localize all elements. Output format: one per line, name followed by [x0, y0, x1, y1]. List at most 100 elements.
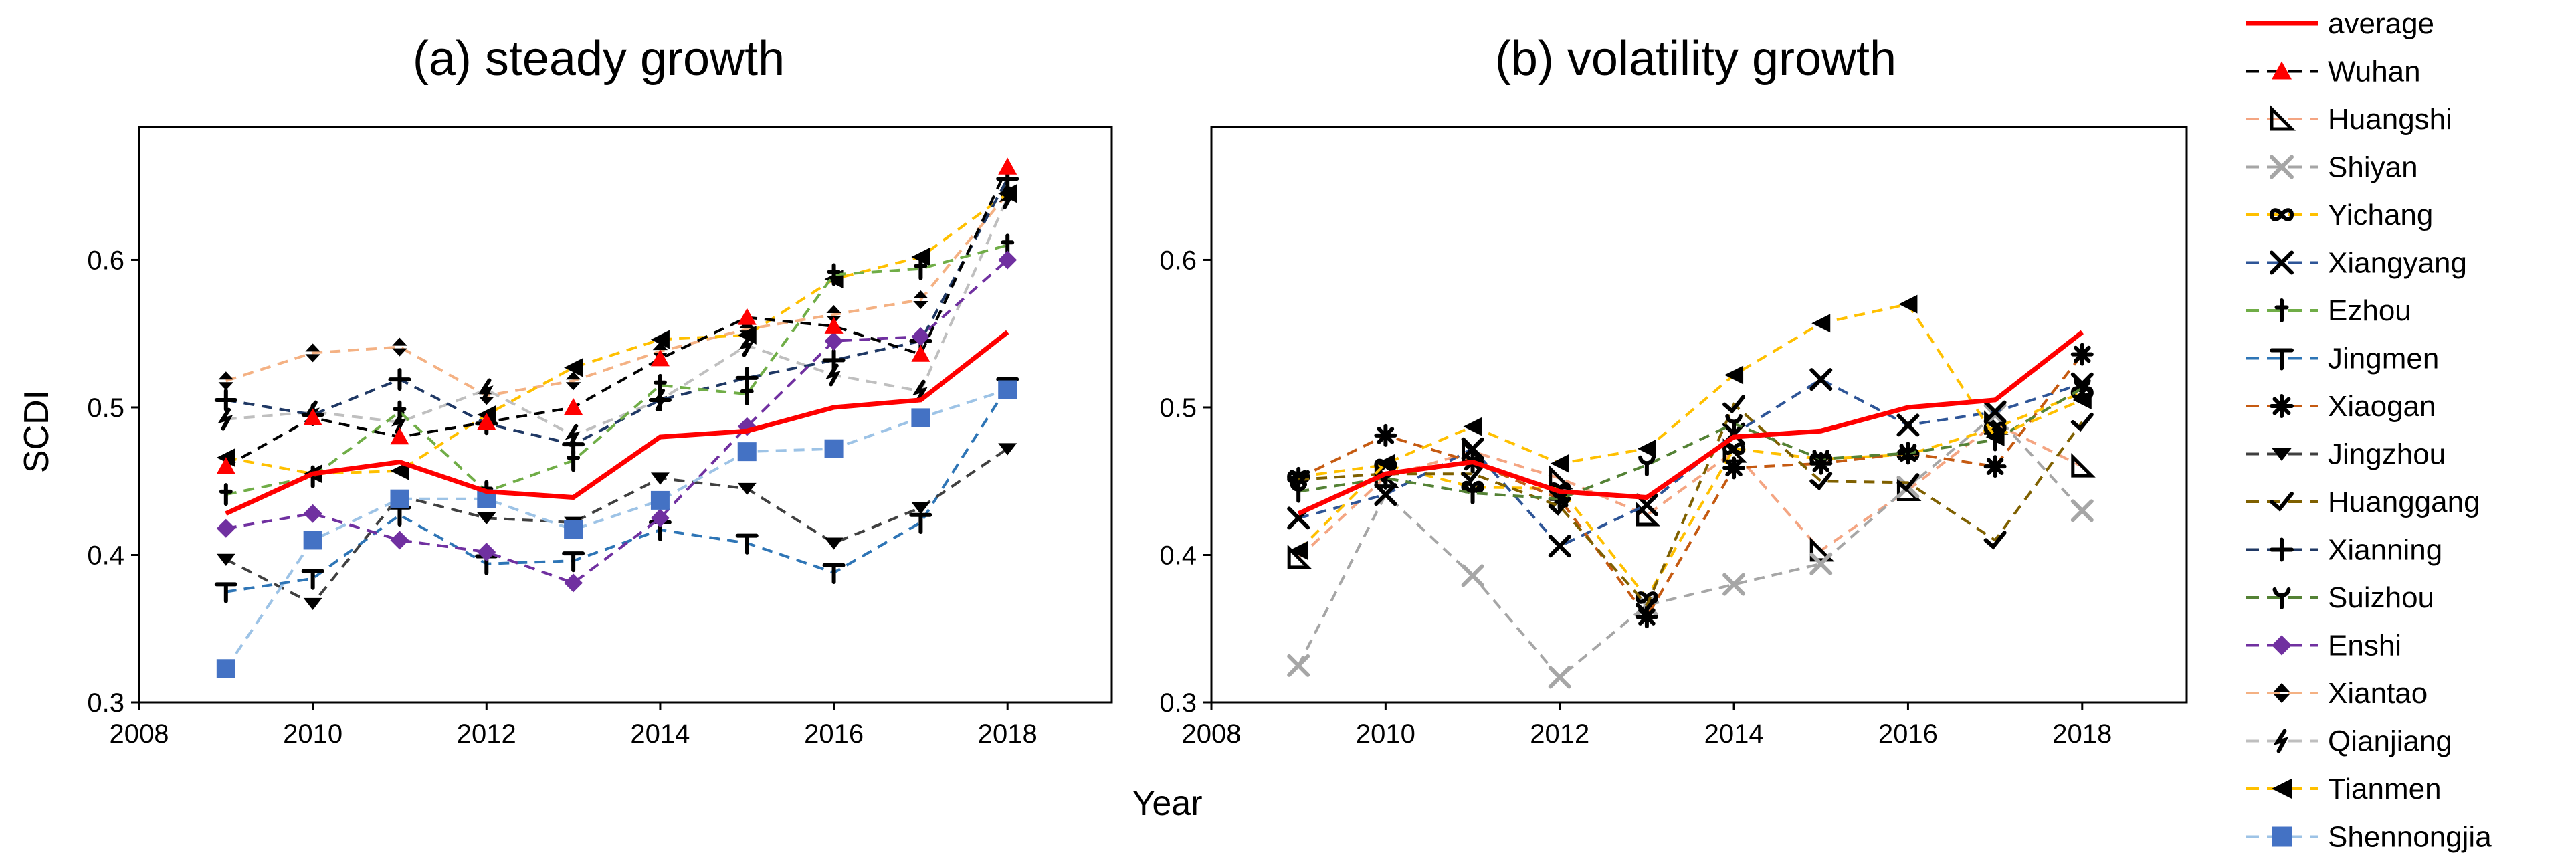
chart-a-line-average: [225, 330, 1009, 516]
legend-marker: [2272, 448, 2292, 461]
legend-item-huangshi: Huangshi: [2246, 103, 2452, 136]
chart-b-point-suizhou: [1899, 444, 1917, 465]
chart-b-ytick-label: 0.5: [1159, 393, 1197, 423]
chart-b-point-tianmen: [2072, 390, 2092, 409]
legend-label: Xiantao: [2328, 677, 2428, 710]
chart-a-point-jingmen: [735, 533, 759, 555]
legend-marker: [2270, 394, 2294, 418]
chart-b-point-shiyan: [1983, 403, 2007, 426]
legend-item-xiaogan: Xiaogan: [2246, 390, 2436, 423]
legend-marker: [2274, 683, 2290, 703]
legend-marker: [2270, 492, 2294, 512]
chart-a-line-qianjiang: [225, 197, 1009, 438]
chart-a-point-tianmen: [650, 330, 670, 349]
chart-a-point-xiantao: [305, 343, 320, 363]
chart-b-line-yichang: [1298, 391, 2083, 600]
chart-a-line-ezhou: [225, 244, 1008, 496]
legend-marker: [2272, 779, 2292, 799]
chart-b-point-tianmen: [1376, 454, 1395, 473]
legend-label: Shiyan: [2328, 151, 2418, 184]
chart-b-point-tianmen: [1637, 439, 1656, 458]
chart-a-series-tianmen: [216, 184, 1017, 484]
chart-a-xtick-label: 2010: [283, 719, 342, 749]
chart-a-point-jingzhou: [737, 482, 757, 496]
chart-b-point-suizhou: [1725, 414, 1743, 436]
chart-a-point-jingzhou: [303, 597, 322, 611]
chart-a-point-tianmen: [737, 325, 757, 345]
chart-b-point-yichang: [1461, 480, 1484, 494]
legend-label: Ezhou: [2328, 294, 2411, 327]
chart-a-point-jingzhou: [998, 443, 1017, 456]
legend-item-average: average: [2246, 7, 2434, 40]
legend-marker: [2270, 250, 2294, 275]
legend-label: Xiaogan: [2328, 390, 2436, 423]
chart-a-point-enshi: [564, 573, 583, 593]
chart-a-point-xianning: [214, 388, 237, 411]
chart-a-point-enshi: [216, 518, 235, 538]
chart-a-point-wuhan: [303, 408, 322, 425]
chart-b-line-huangshi: [1297, 421, 2083, 559]
chart-b-point-suizhou: [1812, 449, 1830, 471]
chart-a-point-wuhan: [911, 345, 930, 362]
legend-label: Huanggang: [2328, 486, 2480, 518]
chart-b-xtick-label: 2014: [1704, 719, 1764, 749]
chart-b-line-huanggang: [1298, 402, 2084, 608]
chart-a-point-tianmen: [911, 248, 930, 267]
chart-b-point-shiyan: [1548, 666, 1571, 689]
legend-item-xianning: Xianning: [2246, 534, 2442, 567]
chart-a-point-ezhou: [653, 373, 667, 397]
chart-a-point-ezhou: [740, 383, 754, 406]
chart-b-point-huanggang: [1896, 473, 1920, 492]
chart-b-ytick-label: 0.6: [1159, 246, 1197, 275]
legend-label: Enshi: [2328, 630, 2401, 662]
chart-a-point-xiantao: [652, 342, 668, 361]
chart-a-line-xiantao: [225, 192, 1009, 397]
legend-item-enshi: Enshi: [2246, 630, 2401, 662]
chart-a-ytick-label: 0.4: [87, 541, 124, 570]
chart-b-point-huanggang: [2070, 412, 2094, 432]
chart-a-point-wuhan: [998, 157, 1017, 175]
chart-b-point-tianmen: [1550, 454, 1569, 473]
chart-a-point-ezhou: [393, 400, 407, 423]
chart-b-xtick-label: 2018: [2052, 719, 2112, 749]
legend-item-qianjiang: Qianjiang: [2246, 725, 2452, 758]
chart-b-point-shiyan: [1461, 564, 1484, 587]
chart-b-point-xiangyang: [1548, 535, 1571, 558]
chart-a-point-tianmen: [564, 358, 583, 377]
chart-a-point-tianmen: [390, 461, 409, 480]
chart-a-point-wuhan: [564, 397, 583, 415]
legend-item-huanggang: Huanggang: [2246, 486, 2480, 518]
chart-b-xtick-label: 2008: [1182, 719, 1242, 749]
chart-a-point-qianjiang: [912, 379, 928, 403]
chart-a-xtick-label: 2016: [804, 719, 864, 749]
legend-marker: [2272, 826, 2292, 847]
chart-b-point-shiyan: [2070, 499, 2094, 522]
chart-a-point-jingmen: [822, 563, 846, 584]
chart-a-point-enshi: [303, 504, 322, 523]
chart-b-ytick-label: 0.3: [1159, 688, 1197, 718]
chart-a-point-enshi: [998, 250, 1017, 270]
chart-b-point-tianmen: [1289, 541, 1308, 560]
chart-a-point-xianning: [822, 349, 846, 372]
legend-label: Xianning: [2328, 534, 2442, 567]
chart-b-series-tianmen: [1289, 294, 2092, 560]
legend-marker: [2270, 348, 2294, 371]
chart-b-line-tianmen: [1297, 302, 2083, 552]
legend-item-shiyan: Shiyan: [2246, 151, 2418, 184]
legend-marker: [2272, 635, 2292, 656]
legend-label: Suizhou: [2328, 581, 2434, 614]
chart-b-point-xiaogan: [1287, 466, 1310, 490]
chart-a-point-qianjiang: [478, 378, 494, 401]
chart-b-point-xiaogan: [1374, 423, 1397, 447]
chart-b-point-huanggang: [1287, 470, 1310, 490]
chart-a-point-ezhou: [914, 257, 928, 280]
chart-b-xtick-label: 2016: [1878, 719, 1938, 749]
chart-a-line-tianmen: [225, 192, 1009, 476]
chart-a-point-jingzhou: [216, 553, 235, 566]
chart-a-point-shennongjia: [737, 442, 757, 462]
chart-a-point-enshi: [650, 508, 670, 528]
chart-b-point-shiyan: [1722, 573, 1746, 596]
chart-a-point-shennongjia: [303, 531, 322, 550]
chart-a-ytick-label: 0.6: [87, 246, 124, 275]
legend-marker: [2272, 587, 2291, 609]
